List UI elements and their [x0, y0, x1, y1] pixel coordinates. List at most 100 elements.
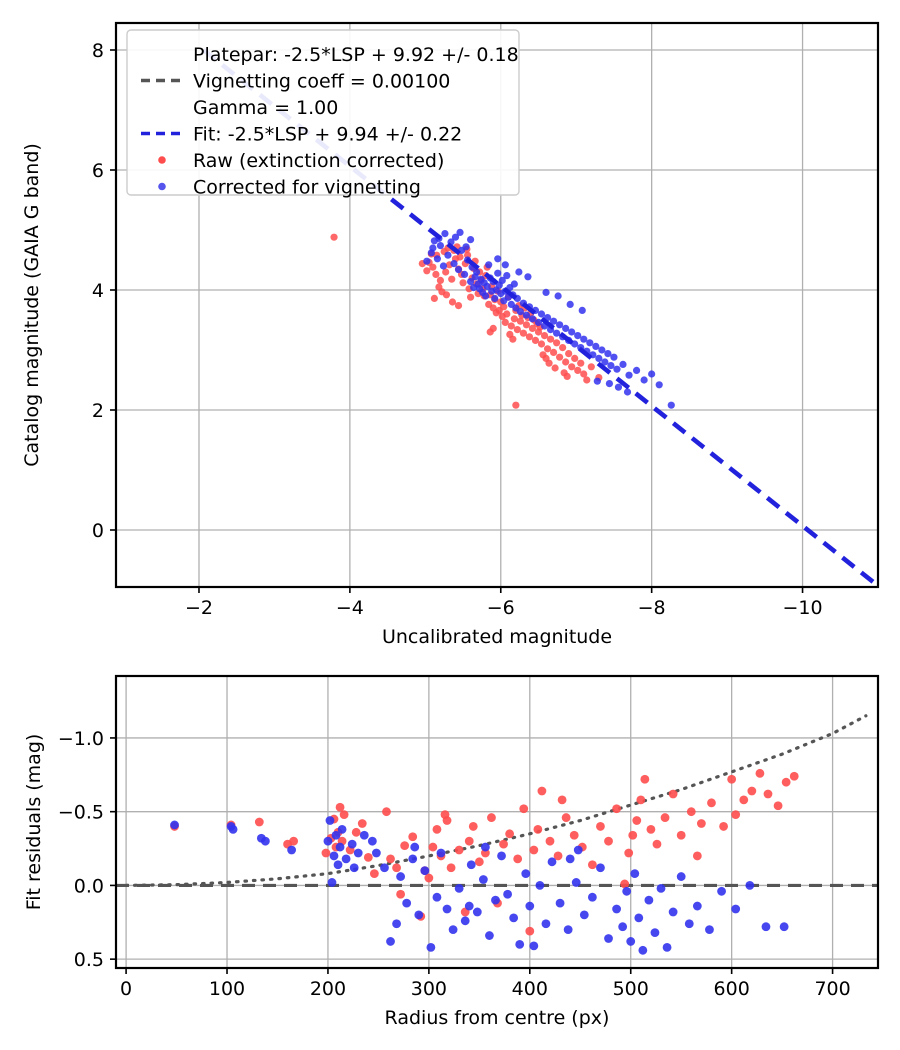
data-point [640, 376, 648, 384]
data-point [528, 315, 537, 323]
data-point [337, 824, 347, 834]
data-point [528, 324, 537, 332]
data-point [554, 292, 562, 300]
y-tick-label: 0.0 [74, 875, 104, 897]
data-point [485, 261, 493, 269]
data-point [339, 810, 349, 820]
data-point [537, 310, 546, 318]
data-point [456, 228, 464, 236]
data-point [521, 869, 531, 879]
data-point [604, 350, 612, 358]
data-point [619, 360, 627, 368]
data-point [459, 279, 467, 287]
data-point [596, 863, 605, 873]
data-point [542, 288, 550, 296]
data-point [464, 901, 474, 911]
data-point [545, 359, 553, 367]
data-point [491, 294, 499, 302]
data-point [578, 306, 586, 314]
data-point [614, 383, 623, 391]
data-point [660, 813, 670, 822]
data-point [620, 879, 630, 889]
data-point [593, 377, 601, 385]
data-point [331, 830, 341, 840]
data-point [329, 851, 339, 861]
data-point [448, 275, 456, 283]
data-point [553, 339, 561, 347]
data-point [549, 348, 558, 356]
data-point [382, 807, 391, 817]
data-point [556, 353, 564, 361]
data-point [351, 827, 361, 837]
data-point [565, 854, 575, 864]
data-point [668, 789, 678, 799]
data-point [325, 816, 335, 825]
data-point [549, 317, 558, 325]
x-tick-label: 600 [714, 978, 750, 1000]
legend-entry-label: Fit: -2.5*LSP + 9.94 +/- 0.22 [193, 124, 462, 146]
data-point [444, 251, 452, 259]
data-point [386, 937, 395, 946]
data-point [561, 813, 571, 822]
data-point [546, 335, 555, 343]
data-point [650, 928, 660, 938]
data-point [321, 848, 331, 858]
legend-entry-label: Corrected for vignetting [193, 177, 421, 199]
data-point [731, 810, 741, 820]
data-point [626, 937, 636, 946]
data-point [341, 854, 351, 864]
data-point [442, 904, 452, 914]
data-point [363, 852, 373, 862]
data-point [454, 883, 464, 893]
data-point [632, 816, 642, 825]
data-point [359, 830, 369, 840]
data-point [610, 353, 618, 361]
data-point [587, 860, 597, 870]
data-point [423, 257, 431, 265]
data-point [483, 282, 491, 290]
data-point [487, 813, 496, 822]
data-point [448, 925, 458, 935]
x-tick-label: −2 [185, 597, 213, 619]
data-point [537, 340, 546, 348]
data-point [525, 333, 534, 341]
data-point [515, 268, 523, 276]
data-point [739, 795, 749, 805]
data-point [781, 777, 791, 787]
data-point [628, 830, 638, 840]
y-tick-label: 0.5 [74, 949, 104, 971]
data-point [592, 342, 600, 350]
data-point [510, 315, 518, 323]
data-point [289, 836, 299, 846]
data-point [451, 233, 460, 241]
data-point [529, 845, 539, 855]
data-point [420, 866, 430, 876]
data-point [574, 332, 582, 340]
data-point [634, 913, 644, 923]
data-point [436, 242, 445, 250]
data-point [462, 243, 470, 251]
data-point [333, 860, 343, 870]
data-point [573, 845, 583, 855]
x-tick-label: −10 [782, 597, 822, 619]
data-point [335, 842, 345, 852]
data-point [686, 807, 696, 817]
data-point [562, 324, 570, 332]
data-point [498, 276, 506, 284]
data-point [623, 388, 632, 396]
data-point [454, 302, 463, 310]
data-point [454, 266, 463, 274]
y-tick-label: −1.0 [58, 728, 104, 750]
data-point [612, 904, 621, 914]
data-point [547, 857, 557, 867]
data-point [480, 842, 490, 852]
data-point [501, 261, 509, 269]
data-point [553, 851, 563, 861]
data-point [563, 372, 571, 380]
data-point [587, 363, 595, 371]
data-point [473, 268, 481, 276]
data-point [430, 237, 438, 245]
data-point [789, 771, 799, 781]
data-point [676, 830, 686, 840]
data-point [655, 381, 663, 389]
